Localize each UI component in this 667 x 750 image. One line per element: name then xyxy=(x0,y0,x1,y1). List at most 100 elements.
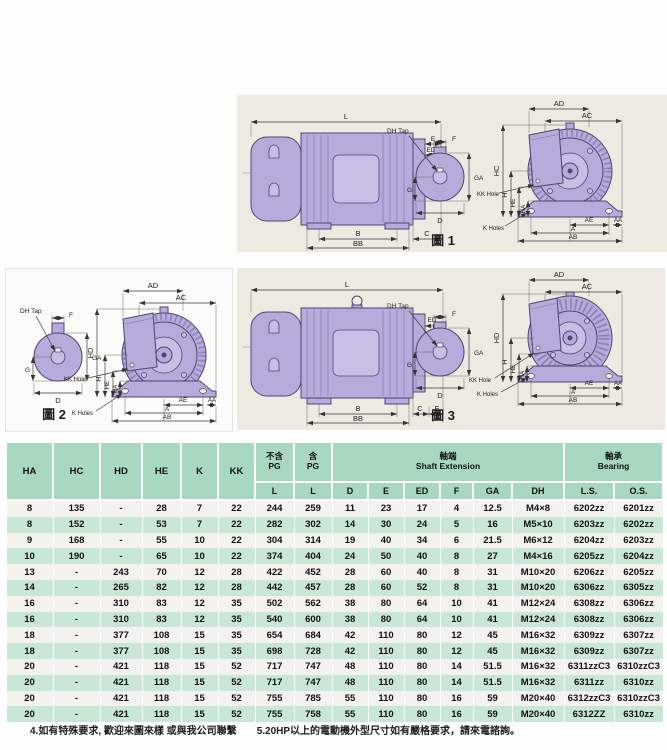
pg-excl-cn: 不含 xyxy=(265,451,283,462)
sub-header-l-incl: L xyxy=(293,481,333,501)
table-cell: 16 xyxy=(5,595,54,612)
table-cell: 758 xyxy=(293,706,333,723)
table-cell: 6312ZZ xyxy=(563,706,615,723)
table-cell: 10 xyxy=(439,611,474,628)
dim-label-H: H xyxy=(500,359,509,364)
figure1-drawing: L E ED B BB C xyxy=(243,99,623,251)
table-cell: 17 xyxy=(403,500,441,517)
table-cell: 31 xyxy=(472,564,513,580)
table-cell: 18 xyxy=(5,627,54,644)
table-cell: 22 xyxy=(217,500,256,517)
table-cell: 6201zz xyxy=(613,500,664,517)
table-cell: 48 xyxy=(331,674,369,691)
table-cell: 6306zz xyxy=(563,579,615,596)
table-cell: - xyxy=(52,579,101,596)
table-cell: 110 xyxy=(367,658,405,675)
dim-label-G: G xyxy=(407,187,412,194)
dim-label-D: D xyxy=(55,396,61,405)
kk-hole xyxy=(129,362,135,368)
figure1-caption: 圖 1 xyxy=(431,233,455,248)
clamp-icon xyxy=(268,357,280,372)
table-cell: M6×12 xyxy=(511,532,565,549)
table-row: 20-421 118 15 52 717 747 48 110 80 14 51.5 M16×32 63… xyxy=(5,658,664,675)
dim-label-HD: HD xyxy=(492,332,501,343)
table-cell: - xyxy=(52,674,101,691)
k-hole xyxy=(121,388,129,394)
dim-label-A: A xyxy=(571,226,576,233)
table-cell: 12 xyxy=(439,627,474,644)
table-cell: 83 xyxy=(141,595,182,612)
table-cell: 28 xyxy=(331,579,369,596)
table-cell: M4×16 xyxy=(511,548,565,565)
fig3-shaft-end-view: F DH Tap G GA D 圖 3 xyxy=(387,303,484,423)
table-cell: 540 xyxy=(254,611,295,628)
table-row: 14-265 82 12 28 442 457 28 60 52 8 31 M10×20 6306zz 6… xyxy=(5,579,664,596)
table-cell: 190 xyxy=(52,548,101,565)
dim-label-HE: HE xyxy=(104,380,111,390)
dim-label-HE: HE xyxy=(510,364,517,374)
table-cell: 421 xyxy=(99,706,143,723)
pg-incl-cn: 含 xyxy=(308,451,318,462)
table-cell: 421 xyxy=(99,658,143,675)
table-cell: 6307zz xyxy=(613,627,664,644)
kk-hole xyxy=(535,178,541,184)
table-cell: 8 xyxy=(439,564,474,580)
table-cell: 422 xyxy=(254,564,295,580)
dim-label-L: L xyxy=(345,280,349,289)
table-cell: 80 xyxy=(403,706,441,723)
table-cell: 80 xyxy=(403,627,441,644)
dim-label-GA: GA xyxy=(474,350,484,357)
table-row: 16-310 83 12 35 502 562 38 80 64 10 41 M12×24 6308zz… xyxy=(5,595,664,612)
table-cell: 421 xyxy=(99,690,143,707)
dim-label-AC: AC xyxy=(582,282,593,291)
fig1-motor-end-view: AD AC HC H HE HA KK Hole K Holes AE AA A… xyxy=(477,99,623,244)
table-cell: 110 xyxy=(367,706,405,723)
table-cell: 22 xyxy=(217,548,256,565)
table-cell: 52 xyxy=(217,690,256,707)
dim-label-G: G xyxy=(407,362,412,369)
table-cell: 12 xyxy=(180,595,219,612)
table-row: 8 135-28 7 22 244 259 11 23 17 4 12.5 M4×8 6202zz 620… xyxy=(5,500,664,517)
figure2-panel: F DH Tap G GA D 圖 2 xyxy=(5,268,233,432)
table-cell: 8 xyxy=(5,516,54,533)
table-cell: 6310zzC3 xyxy=(613,690,664,707)
kk-hole xyxy=(535,345,541,351)
table-cell: 80 xyxy=(367,595,405,612)
table-cell: M16×32 xyxy=(511,627,565,644)
terminal-box xyxy=(528,297,562,355)
dim-label-AB: AB xyxy=(163,414,172,421)
table-cell: 8 xyxy=(439,548,474,565)
table-cell: 6311zzC3 xyxy=(563,658,615,675)
table-cell: 55 xyxy=(331,706,369,723)
table-cell: 45 xyxy=(472,643,513,659)
table-cell: - xyxy=(52,643,101,659)
table-cell: 16 xyxy=(5,611,54,628)
table-cell: 19 xyxy=(331,532,369,549)
table-row: 18-377 108 15 35 698 728 42 110 80 12 45 M16×32 6309… xyxy=(5,643,664,659)
table-cell: 6312zzC3 xyxy=(563,690,615,707)
table-cell: 38 xyxy=(331,595,369,612)
table-cell: 27 xyxy=(472,548,513,565)
dim-label-BB: BB xyxy=(353,414,363,423)
table-cell: 16 xyxy=(439,706,474,723)
table-cell: 684 xyxy=(293,627,333,644)
table-cell: 12 xyxy=(180,579,219,596)
dim-label-D: D xyxy=(437,391,443,400)
table-cell: 110 xyxy=(367,690,405,707)
table-cell: - xyxy=(52,627,101,644)
table-cell: 22 xyxy=(217,532,256,549)
table-cell: 35 xyxy=(217,643,256,659)
table-cell: 50 xyxy=(367,548,405,565)
table-cell: 243 xyxy=(99,564,143,580)
table-cell: 24 xyxy=(403,516,441,533)
nameplate xyxy=(332,329,380,377)
table-cell: 80 xyxy=(403,643,441,659)
table-cell: 12.5 xyxy=(472,500,513,517)
k-holes-label: K Holes xyxy=(72,411,93,417)
table-cell: 6204zz xyxy=(563,532,615,549)
table-cell: M16×32 xyxy=(511,658,565,675)
table-cell: 442 xyxy=(254,579,295,596)
dim-label-B: B xyxy=(355,229,360,238)
table-cell: 502 xyxy=(254,595,295,612)
dim-label-AD: AD xyxy=(148,281,159,290)
